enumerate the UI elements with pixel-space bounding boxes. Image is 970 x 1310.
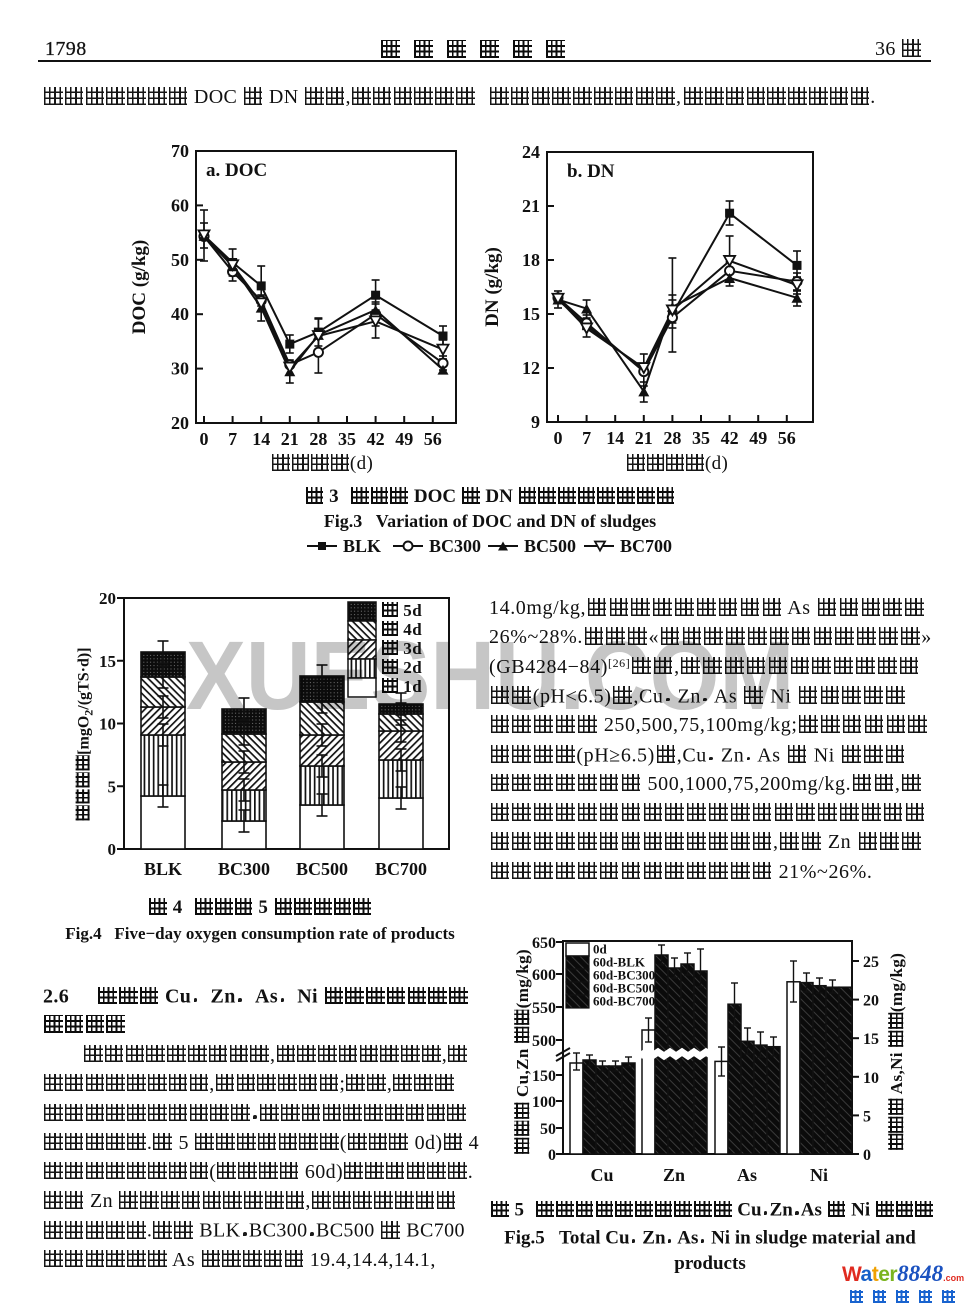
- svg-text:60d-BC300: 60d-BC300: [593, 968, 655, 983]
- svg-text:42: 42: [721, 428, 739, 448]
- svg-text:0: 0: [554, 428, 563, 448]
- svg-text:25: 25: [863, 954, 879, 971]
- svg-text:7: 7: [228, 429, 237, 449]
- svg-text:30: 30: [171, 359, 189, 379]
- svg-text:600: 600: [532, 967, 556, 984]
- svg-text:50: 50: [171, 250, 189, 270]
- svg-text:BC500: BC500: [296, 859, 348, 879]
- svg-text:0: 0: [108, 840, 117, 859]
- svg-text:100: 100: [532, 1094, 556, 1111]
- svg-text:20: 20: [171, 413, 189, 433]
- svg-text:35: 35: [692, 428, 710, 448]
- svg-text:35: 35: [338, 429, 356, 449]
- svg-text:70: 70: [171, 141, 189, 161]
- svg-text:9: 9: [531, 412, 540, 432]
- svg-text:Cu: Cu: [590, 1165, 613, 1185]
- svg-text:49: 49: [395, 429, 413, 449]
- svg-text:650: 650: [532, 935, 556, 952]
- svg-text:50: 50: [540, 1121, 556, 1138]
- svg-text:60d-BC500: 60d-BC500: [593, 981, 655, 996]
- svg-text:15: 15: [522, 304, 540, 324]
- svg-text:15: 15: [863, 1031, 879, 1048]
- svg-text:BLK: BLK: [144, 859, 182, 879]
- svg-text:As: As: [737, 1165, 757, 1185]
- svg-text:20: 20: [99, 589, 116, 608]
- svg-text:5: 5: [863, 1108, 871, 1125]
- svg-text:BC300: BC300: [218, 859, 270, 879]
- svg-text:Zn: Zn: [663, 1165, 685, 1185]
- svg-text:21: 21: [522, 196, 540, 216]
- svg-text:500: 500: [532, 1033, 556, 1050]
- svg-text:0d: 0d: [593, 942, 608, 957]
- svg-text:5: 5: [108, 777, 117, 796]
- svg-text:BC700: BC700: [620, 536, 672, 556]
- svg-text:28: 28: [309, 429, 327, 449]
- svg-text:56: 56: [424, 429, 442, 449]
- svg-text:21: 21: [281, 429, 299, 449]
- svg-text:BLK: BLK: [343, 536, 381, 556]
- svg-text:10: 10: [863, 1070, 879, 1087]
- svg-text:BC700: BC700: [375, 859, 427, 879]
- svg-text:42: 42: [367, 429, 385, 449]
- svg-text:0: 0: [200, 429, 209, 449]
- svg-text:BC300: BC300: [429, 536, 481, 556]
- svg-text:DOC (g/kg): DOC (g/kg): [129, 240, 150, 334]
- svg-text:Ni: Ni: [810, 1165, 828, 1185]
- svg-text:BC500: BC500: [524, 536, 576, 556]
- svg-text:a. DOC: a. DOC: [206, 160, 267, 181]
- svg-text:550: 550: [532, 1000, 556, 1017]
- svg-text:56: 56: [778, 428, 796, 448]
- svg-text:28: 28: [663, 428, 681, 448]
- svg-text:60d-BLK: 60d-BLK: [593, 955, 646, 970]
- svg-text:b. DN: b. DN: [567, 161, 615, 182]
- svg-text:DN (g/kg): DN (g/kg): [482, 247, 503, 327]
- svg-text:14: 14: [252, 429, 270, 449]
- svg-text:14: 14: [606, 428, 624, 448]
- svg-text:10: 10: [99, 715, 116, 734]
- svg-text:150: 150: [532, 1068, 556, 1085]
- svg-text:21: 21: [635, 428, 653, 448]
- svg-text:40: 40: [171, 304, 189, 324]
- svg-text:15: 15: [99, 652, 116, 671]
- svg-text:60: 60: [171, 195, 189, 215]
- svg-text:24: 24: [522, 142, 540, 162]
- svg-text:12: 12: [522, 358, 540, 378]
- svg-text:0: 0: [863, 1147, 871, 1164]
- svg-text:49: 49: [749, 428, 767, 448]
- svg-text:0: 0: [548, 1147, 556, 1164]
- svg-text:60d-BC700: 60d-BC700: [593, 994, 655, 1009]
- svg-text:20: 20: [863, 993, 879, 1010]
- svg-text:7: 7: [582, 428, 591, 448]
- svg-text:18: 18: [522, 250, 540, 270]
